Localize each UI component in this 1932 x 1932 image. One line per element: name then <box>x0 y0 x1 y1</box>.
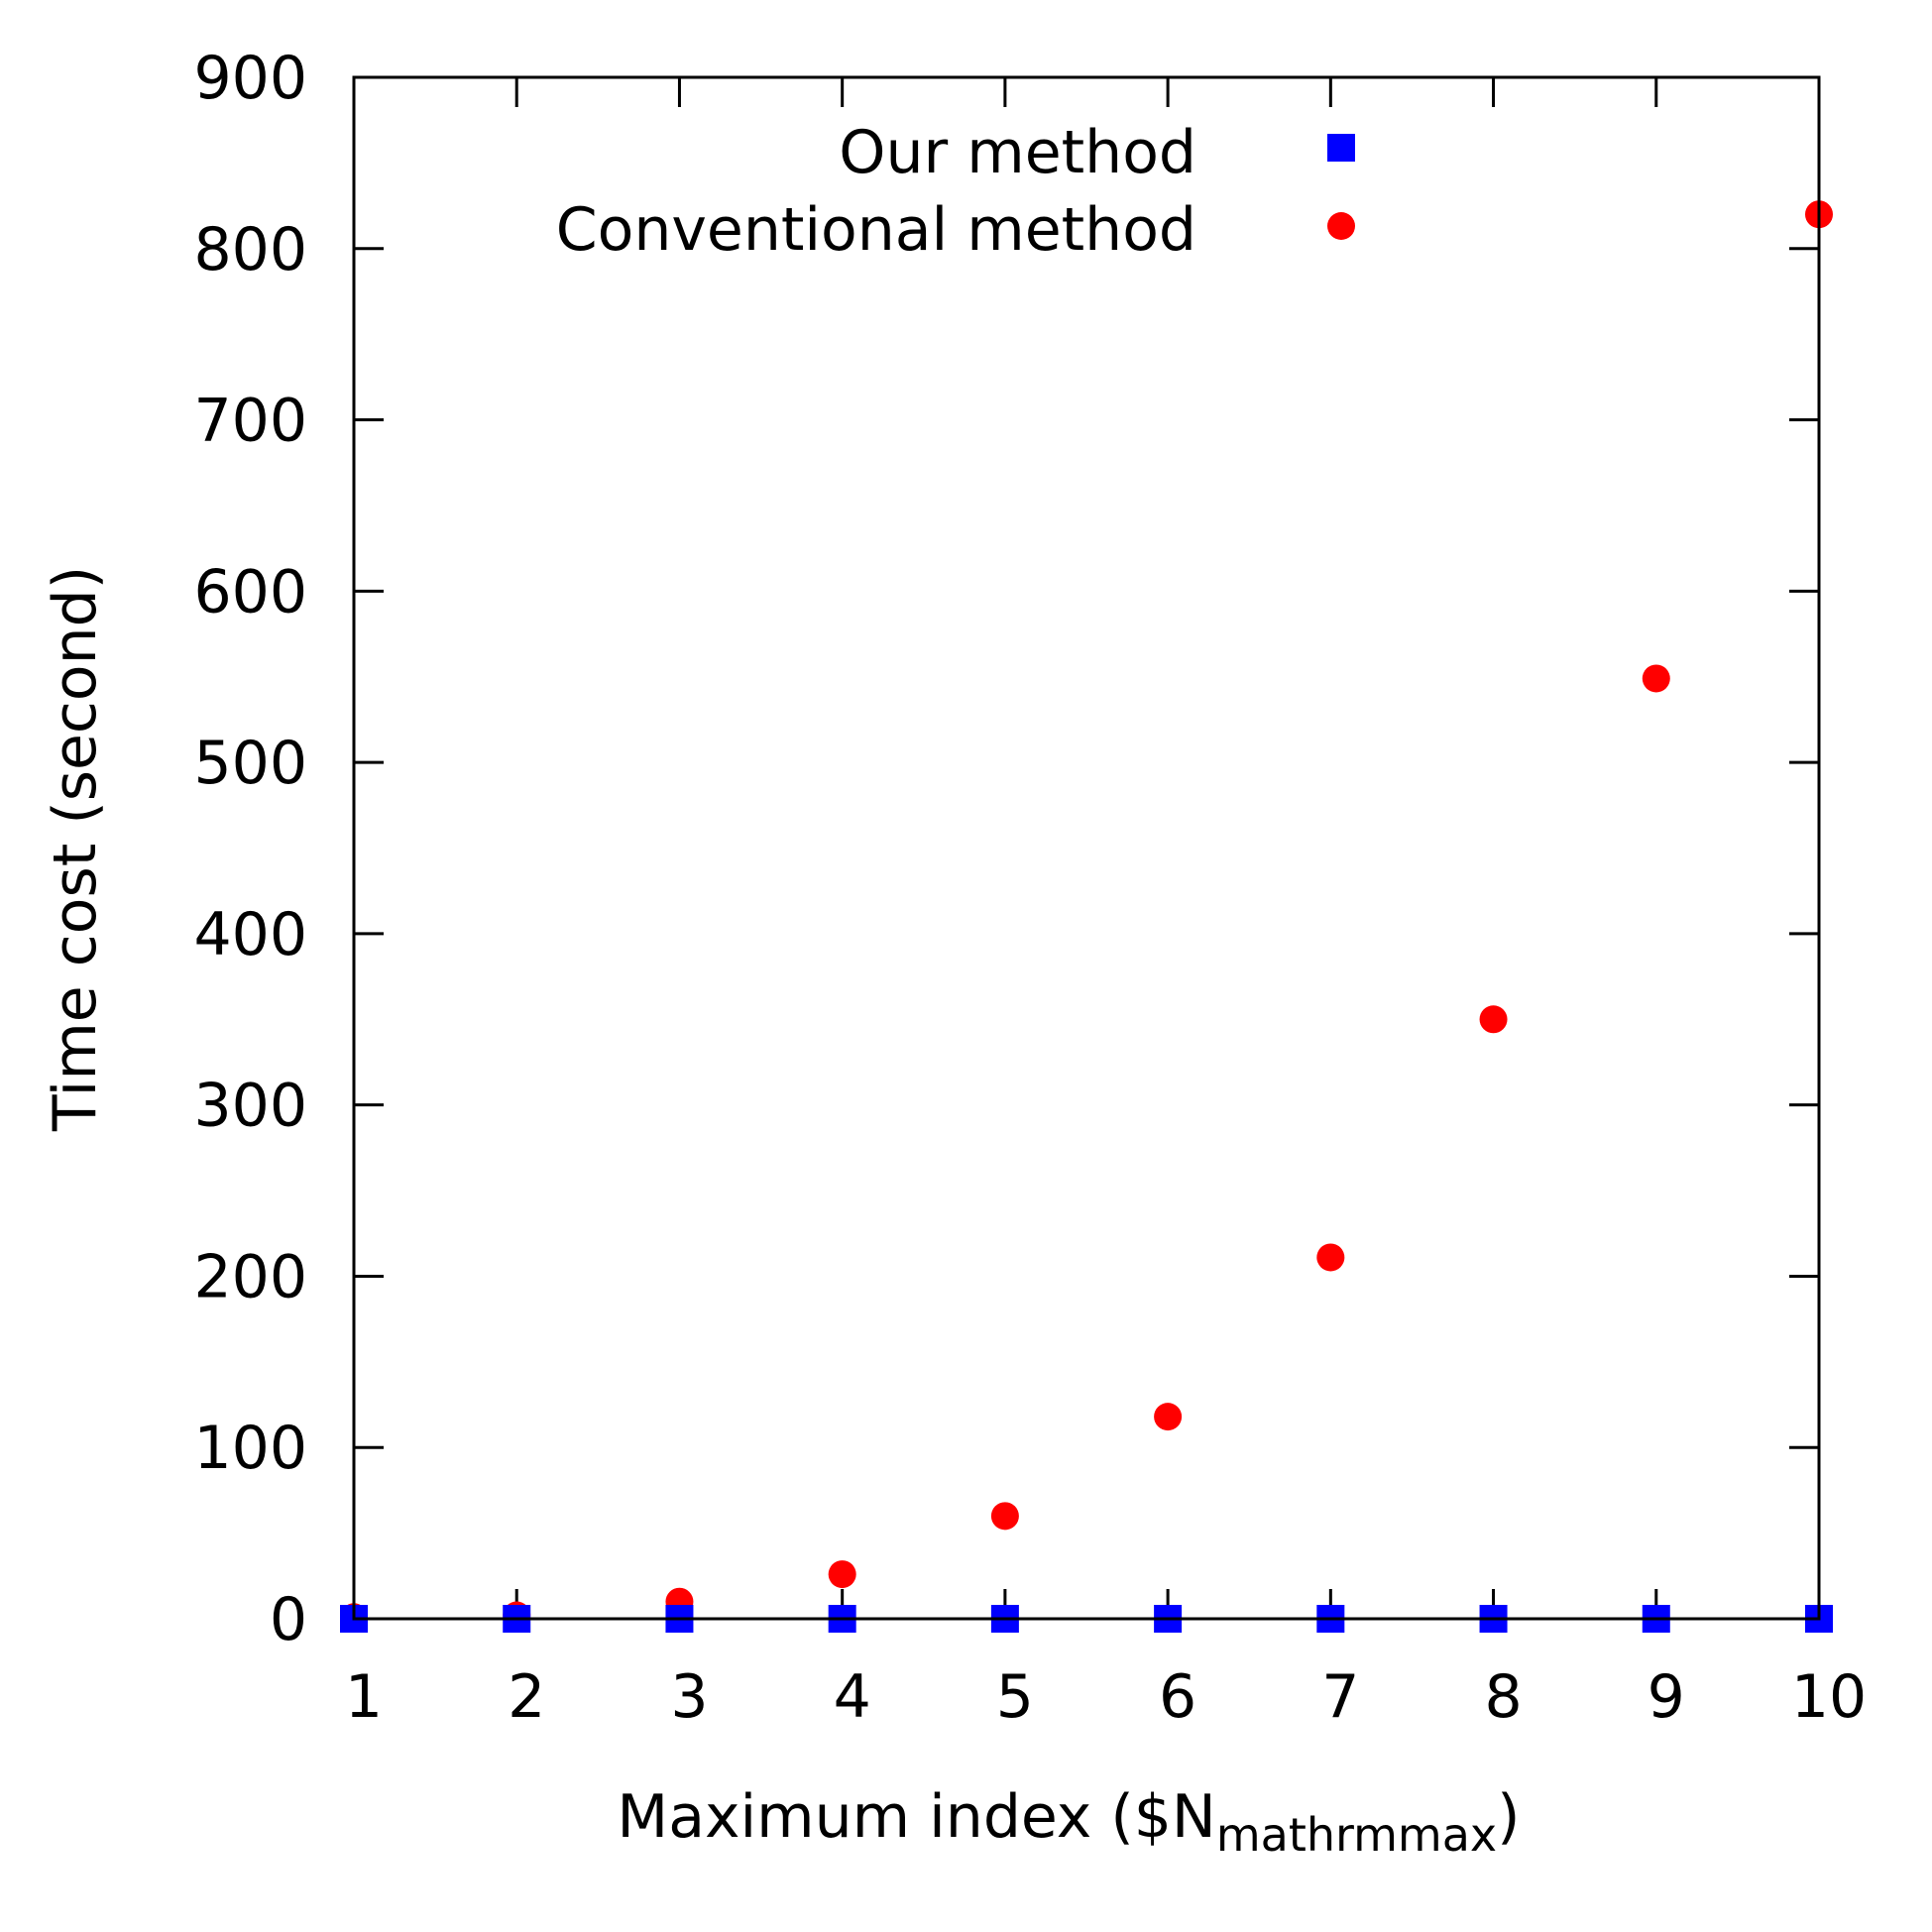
x-axis-label-tail: ) <box>1497 1782 1520 1852</box>
legend-label-our-method: Our method <box>839 118 1196 187</box>
legend-label-conventional-method: Conventional method <box>556 195 1196 265</box>
y-tick-label-700: 700 <box>193 387 307 456</box>
y-tick-label-400: 400 <box>193 900 307 969</box>
x-tick-label-2: 2 <box>508 1662 545 1732</box>
x-tick-label-6: 6 <box>1159 1662 1196 1732</box>
point-conventional-method-4 <box>828 1560 856 1589</box>
x-tick-label-5: 5 <box>996 1662 1034 1732</box>
point-conventional-method-5 <box>990 1502 1019 1531</box>
labels-layer: Time cost (second) Maximum index ($Nmath… <box>41 44 1867 1862</box>
x-axis-label-sub: mathrmmax <box>1216 1808 1497 1862</box>
x-tick-label-7: 7 <box>1321 1662 1359 1732</box>
y-tick-label-200: 200 <box>193 1242 307 1311</box>
y-tick-label-900: 900 <box>193 44 307 113</box>
x-tick-label-10: 10 <box>1791 1662 1867 1732</box>
y-tick-label-100: 100 <box>193 1414 307 1483</box>
x-axis-label: Maximum index ($Nmathrmmax) <box>617 1782 1520 1862</box>
y-axis-label: Time cost (second) <box>41 566 110 1132</box>
legend: Our method Conventional method <box>556 118 1355 265</box>
legend-marker-conventional-method <box>1327 212 1355 240</box>
y-tick-label-500: 500 <box>193 729 307 798</box>
x-tick-label-9: 9 <box>1648 1662 1685 1732</box>
x-tick-label-4: 4 <box>834 1662 871 1732</box>
y-tick-label-600: 600 <box>193 557 307 626</box>
x-tick-label-1: 1 <box>345 1662 383 1732</box>
y-tick-label-0: 0 <box>270 1585 307 1654</box>
point-conventional-method-8 <box>1479 1005 1508 1034</box>
y-tick-label-800: 800 <box>193 215 307 284</box>
point-conventional-method-9 <box>1642 664 1670 693</box>
plot-frame <box>352 75 1821 1621</box>
x-axis-label-main: Maximum index ($N <box>617 1782 1215 1852</box>
legend-marker-our-method <box>1327 134 1355 162</box>
y-tick-label-300: 300 <box>193 1072 307 1141</box>
x-tick-label-8: 8 <box>1484 1662 1522 1732</box>
x-tick-label-3: 3 <box>670 1662 708 1732</box>
point-conventional-method-6 <box>1154 1403 1183 1431</box>
point-conventional-method-7 <box>1316 1243 1345 1272</box>
